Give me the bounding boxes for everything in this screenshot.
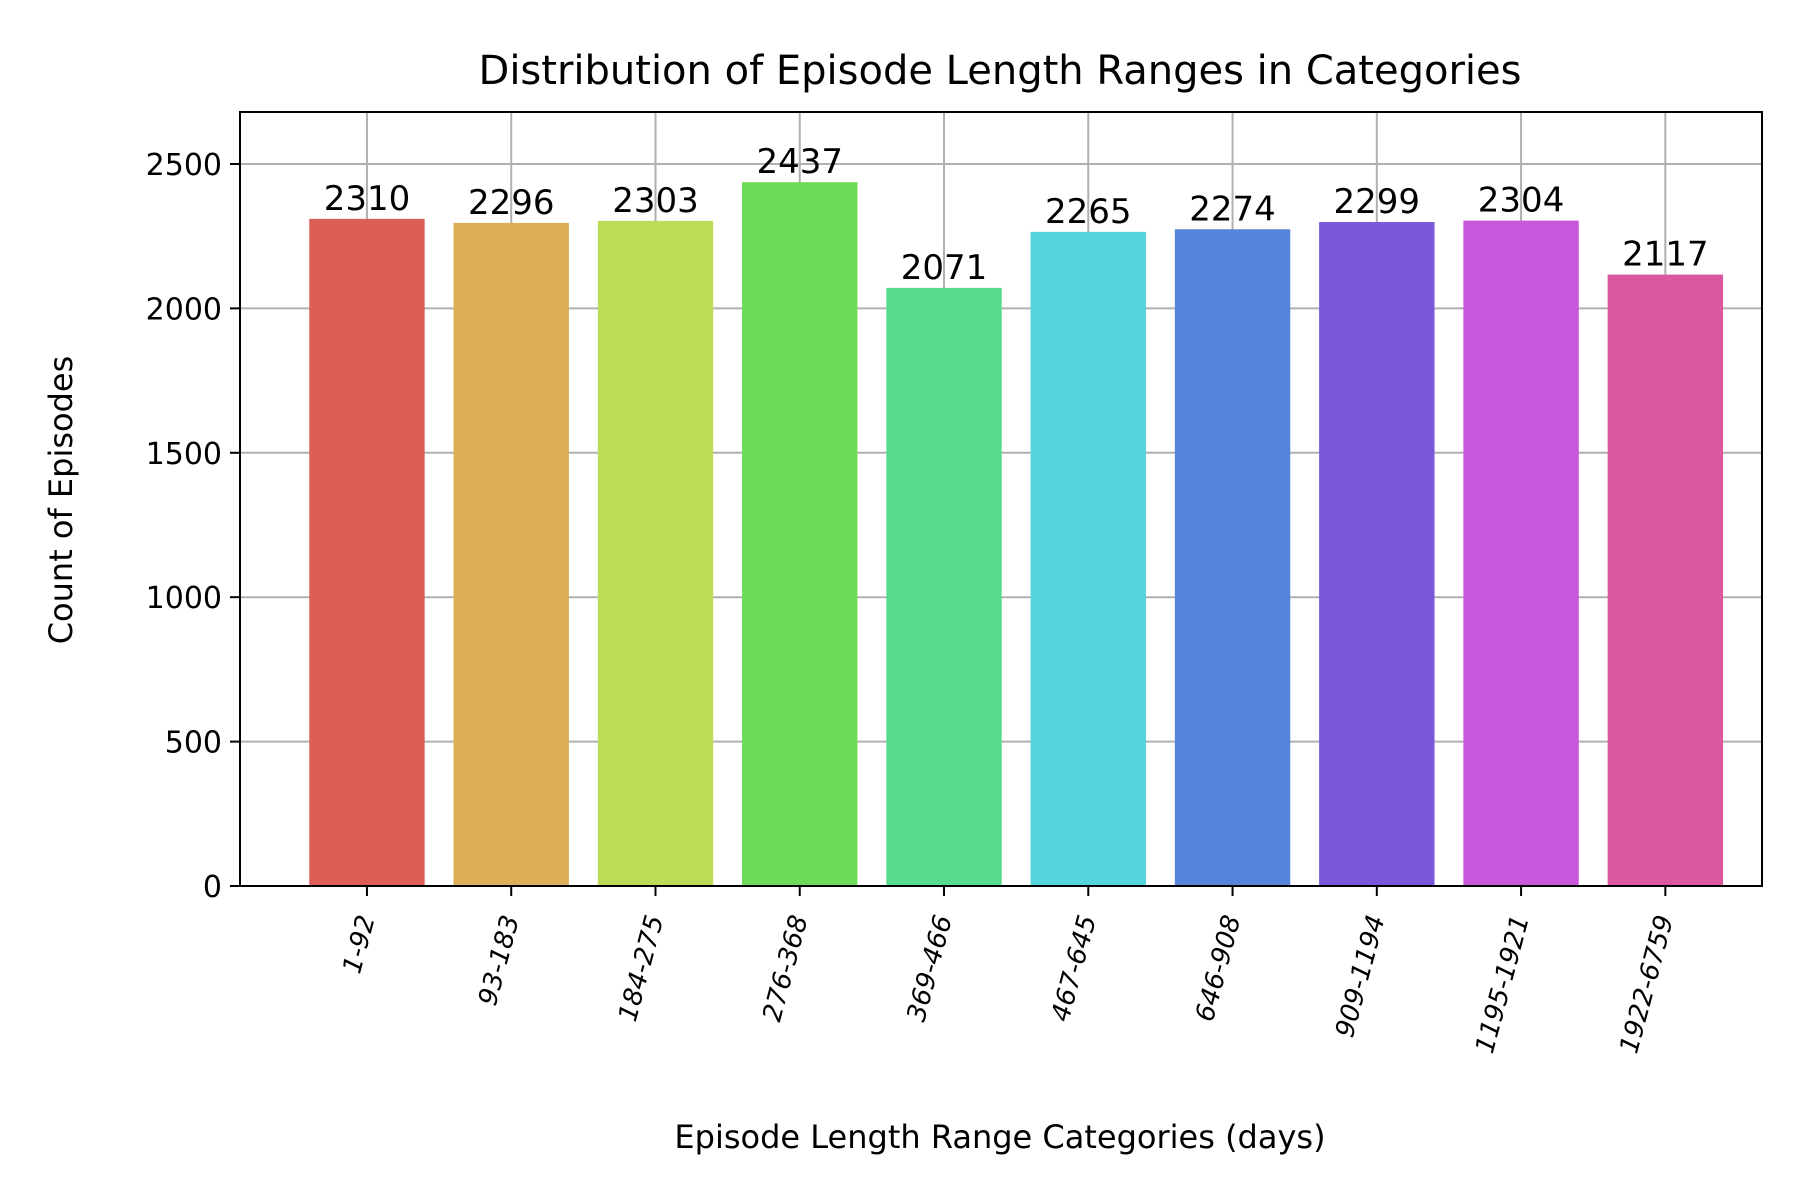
- x-tick-label: 276-368: [757, 912, 814, 1025]
- x-tick-label: 1195-1921: [1470, 912, 1536, 1057]
- x-axis-label: Episode Length Range Categories (days): [674, 1118, 1325, 1156]
- bar-value-label: 2437: [756, 142, 843, 182]
- bar-value-label: 2303: [612, 181, 699, 221]
- bar-value-label: 2265: [1045, 192, 1132, 232]
- bar-646-908: [1174, 229, 1291, 886]
- bar-value-labels: 2310 2296 2303 2437 2071 2265 2274 2299 2304 2117: [324, 142, 1709, 288]
- bar-276-368: [742, 182, 858, 886]
- x-tick-label: 467-645: [1046, 912, 1103, 1025]
- x-tick-label: 93-183: [473, 912, 526, 1009]
- y-tick-label: 2000: [146, 292, 222, 327]
- y-axis-label: Count of Episodes: [42, 356, 80, 645]
- y-tick-label: 1000: [146, 581, 222, 616]
- x-axis-ticks: 1-92 93-183 184-275 276-368 369-466 467-645 64…: [337, 886, 1680, 1057]
- bar-value-label: 2274: [1189, 189, 1276, 229]
- bar-369-466: [886, 287, 1002, 887]
- x-tick-label: 646-908: [1190, 912, 1247, 1025]
- y-tick-label: 1500: [146, 437, 222, 472]
- x-tick-label: 184-275: [613, 912, 670, 1025]
- plot-frame: [239, 111, 1763, 887]
- bar-1195-1921: [1463, 220, 1579, 886]
- x-tick-label: 909-1194: [1330, 912, 1391, 1041]
- x-tick-label: 1922-6759: [1614, 912, 1680, 1057]
- bar-909-1194: [1319, 222, 1435, 886]
- bar-value-label: 2299: [1334, 182, 1421, 222]
- bar-184-275: [597, 220, 714, 886]
- bar-1922-6759: [1607, 274, 1724, 886]
- bar-value-label: 2071: [901, 248, 988, 288]
- chart-title: Distribution of Episode Length Ranges in…: [479, 48, 1522, 94]
- bar-467-645: [1030, 231, 1146, 886]
- x-tick-label: 1-92: [337, 912, 381, 977]
- y-axis-ticks: 0 500 1000 1500 2000 2500: [146, 148, 240, 905]
- y-tick-label: 0: [203, 870, 222, 905]
- y-tick-label: 2500: [146, 148, 222, 183]
- bar-value-label: 2117: [1622, 235, 1709, 275]
- bar-value-label: 2304: [1478, 181, 1565, 221]
- bar-1-92: [309, 218, 425, 886]
- bars: [309, 182, 1724, 887]
- bar-93-183: [453, 222, 569, 886]
- x-tick-label: 369-466: [902, 912, 959, 1025]
- bar-value-label: 2296: [468, 183, 555, 223]
- bar-value-label: 2310: [324, 179, 411, 219]
- y-tick-label: 500: [165, 726, 222, 761]
